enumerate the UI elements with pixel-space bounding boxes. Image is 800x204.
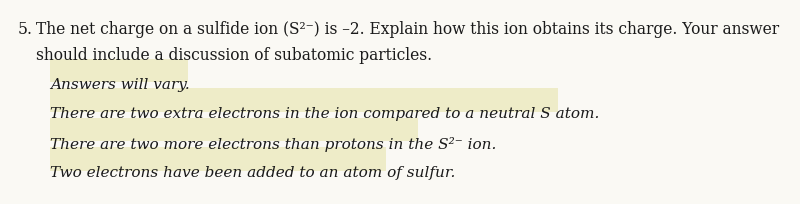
Text: should include a discussion of subatomic particles.: should include a discussion of subatomic… xyxy=(36,47,432,64)
Text: The net charge on a sulfide ion (S²⁻) is –2. Explain how this ion obtains its ch: The net charge on a sulfide ion (S²⁻) is… xyxy=(36,21,779,38)
Text: 5.: 5. xyxy=(18,21,33,38)
Text: Answers will vary.: Answers will vary. xyxy=(50,78,190,92)
FancyBboxPatch shape xyxy=(50,147,386,171)
Text: Two electrons have been added to an atom of sulfur.: Two electrons have been added to an atom… xyxy=(50,166,455,180)
FancyBboxPatch shape xyxy=(50,59,188,82)
FancyBboxPatch shape xyxy=(50,88,558,112)
Text: There are two more electrons than protons in the S²⁻ ion.: There are two more electrons than proton… xyxy=(50,137,496,152)
Text: There are two extra electrons in the ion compared to a neutral S atom.: There are two extra electrons in the ion… xyxy=(50,107,599,121)
FancyBboxPatch shape xyxy=(50,118,418,141)
